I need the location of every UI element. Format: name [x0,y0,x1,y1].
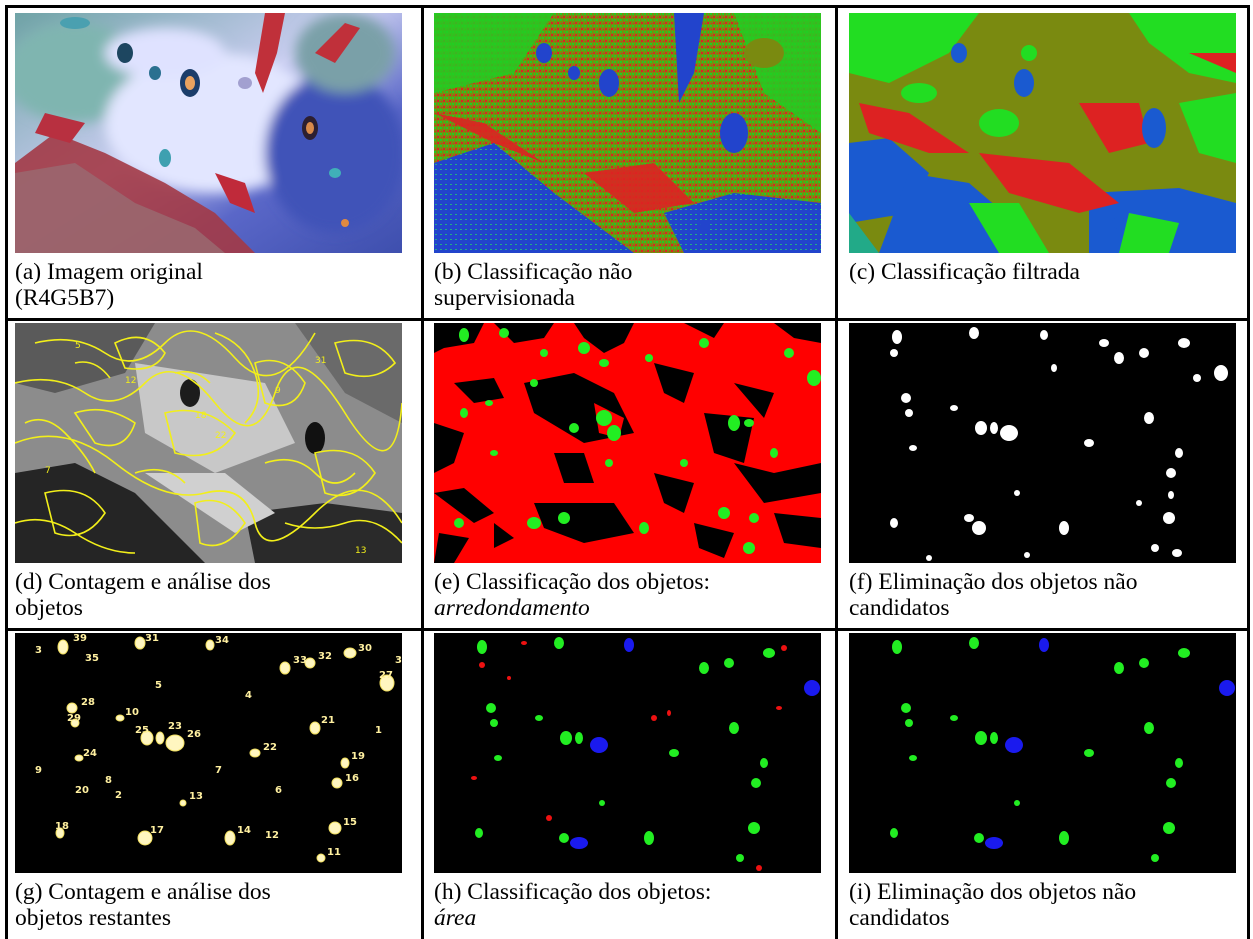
caption-f: (f) Eliminação dos objetos não candidato… [849,569,1137,621]
table-border-top [5,5,1250,8]
caption-d-line2: objetos [15,595,83,621]
caption-b-line2: supervisionada [434,285,575,311]
object-number-label: 8 [105,775,112,786]
object-number-label: 28 [81,697,95,708]
image-area-classification [434,633,821,873]
table-divider-col-1 [421,5,424,939]
svg-text:7: 7 [45,466,51,476]
svg-text:5: 5 [75,341,81,351]
object-number-label: 13 [189,791,203,802]
caption-h-line2: área [434,905,477,931]
object-number-label: 7 [215,765,222,776]
caption-b: (b) Classificação não supervisionada [434,259,632,311]
object-number-label: 15 [343,817,357,828]
caption-a: (a) Imagem original (R4G5B7) [15,259,203,311]
object-number-label: 5 [155,680,162,691]
object-number-label: 22 [263,742,277,753]
object-number-label: 18 [55,821,69,832]
object-number-label: 23 [168,721,182,732]
object-number-label: 24 [83,748,97,759]
object-number-label: 10 [125,707,139,718]
caption-d: (d) Contagem e análise dos objetos [15,569,271,621]
caption-g: (g) Contagem e análise dos objetos resta… [15,879,271,931]
object-number-label: 31 [145,633,159,644]
caption-i: (i) Eliminação dos objetos não candidato… [849,879,1136,931]
svg-text:31: 31 [315,356,326,366]
object-number-label: 34 [215,635,229,646]
image-non-candidates-eliminated-2 [849,633,1236,873]
svg-text:18: 18 [195,411,207,421]
caption-b-line1: (b) Classificação não [434,259,633,285]
figure-table: (a) Imagem original (R4G5B7) [5,5,1250,939]
caption-c: (c) Classificação filtrada [849,259,1080,285]
caption-c-line1: (c) Classificação filtrada [849,259,1080,285]
object-number-label: 32 [318,651,332,662]
object-number-label: 27 [379,670,393,681]
image-filtered-classification [849,13,1236,253]
image-non-candidates-eliminated-1 [849,323,1236,563]
object-number-label: 35 [85,653,99,664]
caption-i-line2: candidatos [849,905,950,931]
caption-a-line2: (R4G5B7) [15,285,115,311]
object-number-label: 9 [35,765,42,776]
caption-g-line2: objetos restantes [15,905,171,931]
object-number-label: 33 [293,655,307,666]
object-number-label: 21 [321,715,335,726]
object-number-label: 6 [275,785,282,796]
object-number-label: 17 [150,825,164,836]
svg-text:22: 22 [215,431,226,441]
object-number-label: 29 [67,713,81,724]
object-number-label: 14 [237,825,251,836]
object-number-label: 11 [327,847,341,858]
svg-text:9: 9 [275,386,281,396]
object-number-label: 2 [115,790,122,801]
table-border-right [1247,5,1250,939]
table-border-left [5,5,8,939]
caption-h-line1: (h) Classificação dos objetos: [434,879,712,905]
image-unsupervised-classification [434,13,821,253]
object-number-label: 26 [187,729,201,740]
object-number-label: 25 [135,725,149,736]
image-original-r4g5b7 [15,13,402,253]
caption-g-line1: (g) Contagem e análise dos [15,879,271,905]
caption-e: (e) Classificação dos objetos: arredonda… [434,569,710,621]
object-number-label: 36 [395,655,402,666]
object-number-label: 30 [358,643,372,654]
svg-text:12: 12 [125,376,136,386]
object-number-label: 19 [351,751,365,762]
caption-f-line2: candidatos [849,595,950,621]
caption-e-line1: (e) Classificação dos objetos: [434,569,711,595]
caption-f-line1: (f) Eliminação dos objetos não [849,569,1138,595]
object-number-label: 4 [245,690,252,701]
caption-d-line1: (d) Contagem e análise dos [15,569,271,595]
object-number-label: 20 [75,785,89,796]
image-remaining-objects-count: 39 35 31 34 33 32 30 27 28 29 25 23 26 24 22 21 19 16 18 17… [15,633,402,873]
image-object-count-analysis: 5 12 22 9 13 18 7 31 [15,323,402,563]
svg-text:13: 13 [355,546,366,556]
table-divider-col-2 [835,5,838,939]
table-divider-row-1 [5,318,1250,321]
caption-i-line1: (i) Eliminação dos objetos não [849,879,1137,905]
caption-h: (h) Classificação dos objetos: área [434,879,711,931]
object-number-label: 3 [35,645,42,656]
table-divider-row-2 [5,628,1250,631]
caption-e-line2: arredondamento [434,595,590,621]
caption-a-line1: (a) Imagem original [15,259,203,285]
object-number-label: 12 [265,830,279,841]
object-number-label: 39 [73,633,87,644]
object-number-label: 1 [375,725,382,736]
object-number-label: 16 [345,773,359,784]
image-roundness-classification [434,323,821,563]
